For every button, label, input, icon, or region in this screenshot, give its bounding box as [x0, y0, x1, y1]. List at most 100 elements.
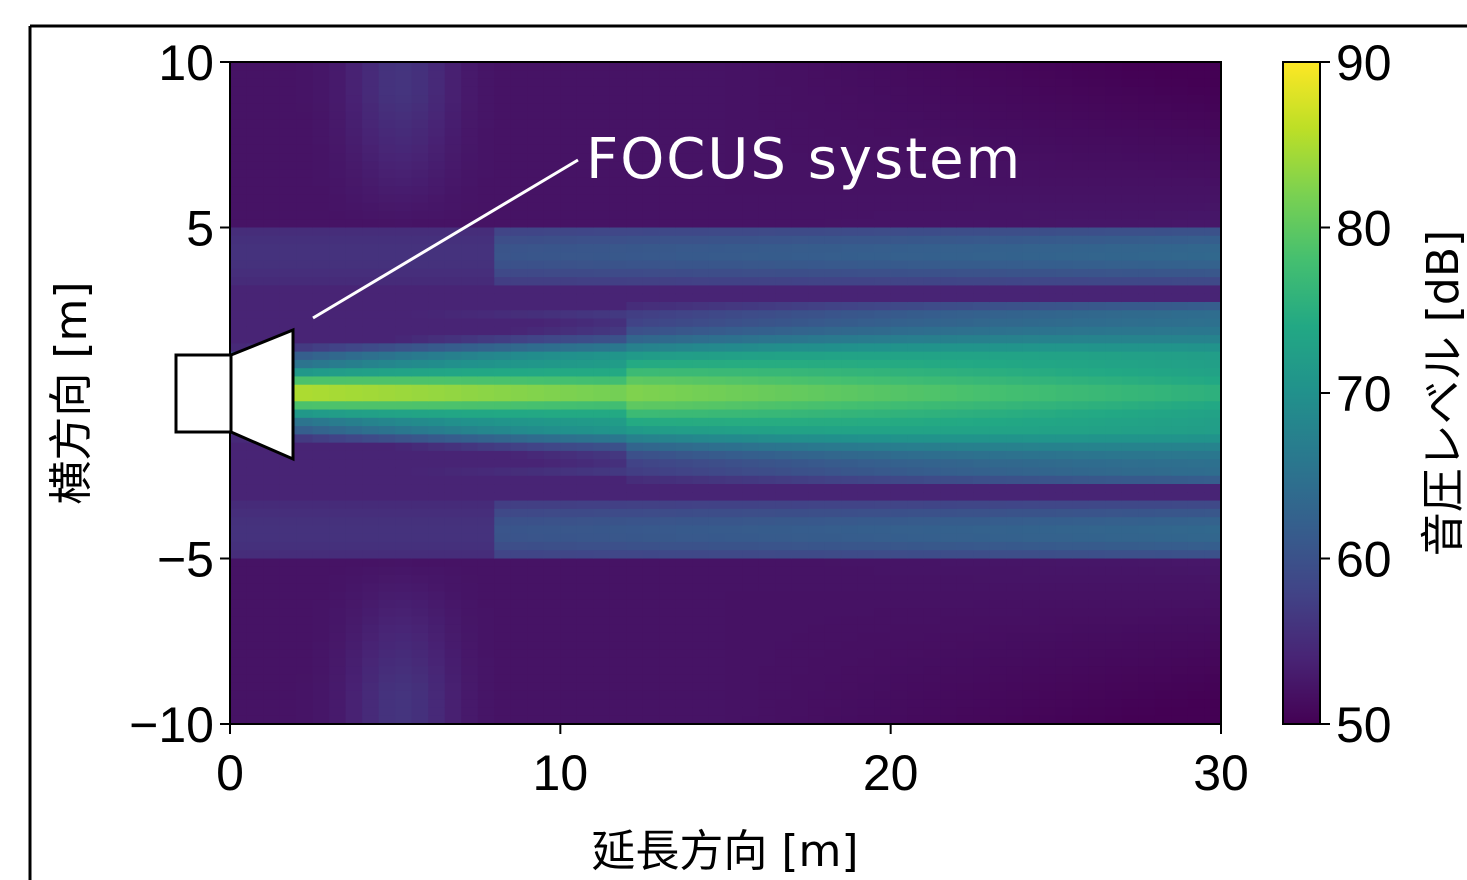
heatmap-cell — [1187, 103, 1206, 113]
heatmap-cell — [329, 682, 347, 692]
heatmap-cell — [923, 227, 941, 237]
heatmap-cell — [1204, 153, 1221, 162]
heatmap-cell — [543, 690, 561, 700]
heatmap-cell — [857, 210, 875, 220]
heatmap-cell — [1055, 409, 1073, 419]
heatmap-cell — [642, 624, 661, 634]
heatmap-cell — [973, 119, 991, 129]
heatmap-cell — [758, 235, 776, 245]
heatmap-cell — [1154, 384, 1173, 394]
heatmap-cell — [923, 500, 941, 510]
heatmap-cell — [527, 177, 545, 187]
heatmap-cell — [1121, 591, 1140, 601]
heatmap-cell — [956, 227, 974, 237]
heatmap-cell — [1072, 550, 1090, 560]
heatmap-cell — [1055, 227, 1073, 237]
heatmap-cell — [329, 657, 347, 667]
heatmap-cell — [857, 227, 875, 237]
heatmap-cell — [989, 194, 1007, 204]
heatmap-cell — [428, 608, 446, 618]
heatmap-cell — [1022, 575, 1040, 584]
heatmap-cell — [626, 641, 644, 651]
heatmap-cell — [444, 575, 462, 584]
heatmap-cell — [675, 384, 694, 394]
heatmap-cell — [725, 624, 743, 634]
heatmap-cell — [329, 566, 347, 576]
heatmap-cell — [444, 426, 462, 435]
heatmap-cell — [395, 467, 413, 477]
heatmap-cell — [1187, 616, 1206, 626]
heatmap-cell — [642, 202, 661, 212]
heatmap-cell — [1039, 500, 1057, 510]
heatmap-cell — [411, 277, 429, 287]
heatmap-cell — [1006, 632, 1024, 642]
heatmap-cell — [659, 500, 677, 510]
heatmap-cell — [1072, 393, 1090, 402]
heatmap-cell — [956, 657, 974, 667]
heatmap-cell — [378, 351, 396, 361]
heatmap-cell — [279, 277, 297, 287]
heatmap-cell — [1204, 343, 1221, 353]
heatmap-cell — [1171, 492, 1189, 502]
heatmap-cell — [708, 541, 727, 551]
heatmap-cell — [527, 252, 545, 262]
heatmap-cell — [494, 401, 512, 411]
heatmap-cell — [642, 119, 661, 129]
heatmap-cell — [428, 111, 446, 121]
heatmap-cell — [296, 301, 314, 311]
heatmap-cell — [395, 492, 413, 502]
heatmap-cell — [428, 583, 446, 593]
heatmap-cell — [1039, 591, 1057, 601]
heatmap-cell — [1088, 78, 1106, 88]
heatmap-cell — [824, 343, 842, 353]
heatmap-cell — [725, 492, 743, 502]
heatmap-cell — [395, 674, 413, 684]
heatmap-cell — [956, 260, 974, 270]
heatmap-cell — [593, 624, 611, 634]
heatmap-cell — [708, 666, 727, 675]
heatmap-cell — [1039, 450, 1057, 460]
heatmap-cell — [1171, 674, 1189, 684]
heatmap-cell — [692, 575, 710, 584]
heatmap-cell — [626, 235, 644, 245]
heatmap-cell — [808, 649, 826, 659]
heatmap-cell — [940, 318, 958, 328]
heatmap-cell — [857, 699, 875, 709]
heatmap-cell — [923, 566, 941, 576]
heatmap-cell — [411, 194, 429, 204]
heatmap-cell — [230, 326, 248, 336]
heatmap-cell — [543, 583, 561, 593]
heatmap-cell — [857, 293, 875, 303]
heatmap-cell — [973, 235, 991, 245]
heatmap-cell — [940, 119, 958, 129]
heatmap-cell — [1171, 575, 1189, 584]
heatmap-cell — [923, 616, 941, 626]
heatmap-cell — [609, 260, 627, 270]
heatmap-cell — [230, 558, 248, 568]
heatmap-cell — [775, 78, 793, 88]
heatmap-cell — [576, 550, 594, 560]
heatmap-cell — [1138, 227, 1156, 237]
heatmap-cell — [1204, 202, 1221, 212]
heatmap-cell — [1138, 417, 1156, 427]
heatmap-cell — [1154, 318, 1173, 328]
heatmap-cell — [1204, 541, 1221, 551]
heatmap-cell — [1154, 359, 1173, 369]
heatmap-cell — [1154, 707, 1173, 717]
heatmap-cell — [510, 376, 528, 386]
heatmap-cell — [494, 169, 512, 179]
heatmap-cell — [378, 450, 396, 460]
heatmap-cell — [1121, 227, 1140, 237]
heatmap-cell — [609, 111, 627, 121]
heatmap-cell — [1072, 417, 1090, 427]
heatmap-cell — [907, 591, 925, 601]
heatmap-cell — [890, 359, 908, 369]
heatmap-cell — [593, 161, 611, 171]
heatmap-cell — [1105, 599, 1123, 609]
heatmap-cell — [1006, 128, 1024, 138]
heatmap-cell — [907, 401, 925, 411]
heatmap-cell — [1171, 301, 1189, 311]
heatmap-cell — [1039, 227, 1057, 237]
heatmap-cell — [973, 632, 991, 642]
heatmap-cell — [708, 442, 727, 452]
